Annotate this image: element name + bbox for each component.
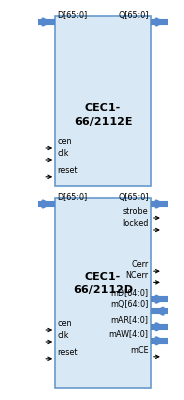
Text: cen: cen	[57, 137, 72, 146]
Text: reset: reset	[57, 166, 78, 175]
Text: cen: cen	[57, 319, 72, 328]
Text: NCerr: NCerr	[125, 271, 149, 280]
Text: mAR[4:0]: mAR[4:0]	[111, 315, 149, 324]
Text: strobe: strobe	[123, 207, 149, 216]
Text: mAW[4:0]: mAW[4:0]	[109, 330, 149, 338]
Text: Q[65:0]: Q[65:0]	[118, 192, 149, 202]
Text: mD[64:0]: mD[64:0]	[111, 288, 149, 297]
Bar	[55, 198, 151, 388]
Text: CEC1-
66/2112D: CEC1- 66/2112D	[73, 272, 133, 296]
Text: Q[65:0]: Q[65:0]	[118, 11, 149, 20]
Text: mCE: mCE	[130, 346, 149, 355]
Text: CEC1-
66/2112E: CEC1- 66/2112E	[74, 102, 132, 126]
Text: D[65:0]: D[65:0]	[57, 11, 88, 20]
Text: clk: clk	[57, 149, 69, 158]
Text: reset: reset	[57, 348, 78, 357]
Text: clk: clk	[57, 331, 69, 340]
Bar	[55, 16, 151, 186]
Text: locked: locked	[122, 219, 149, 228]
Text: D[65:0]: D[65:0]	[57, 192, 88, 202]
Text: mQ[64:0]: mQ[64:0]	[110, 300, 149, 309]
Text: Cerr: Cerr	[131, 260, 149, 269]
